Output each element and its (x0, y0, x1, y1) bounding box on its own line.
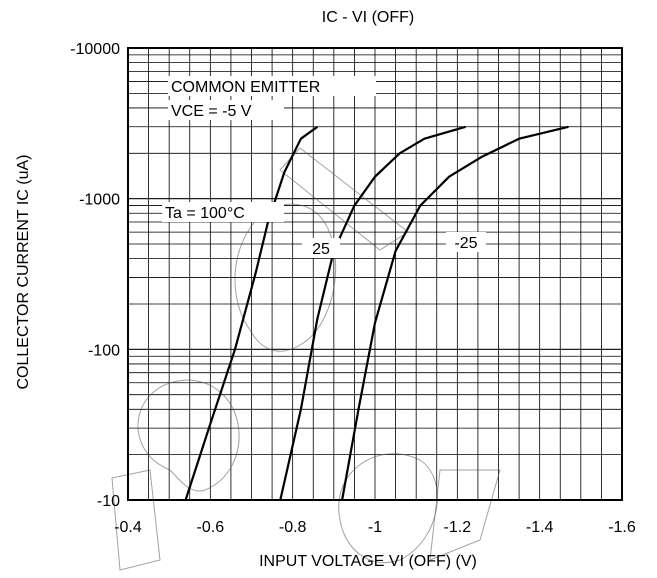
x-tick-label: -1.6 (608, 519, 636, 536)
x-tick-label: -1 (368, 519, 382, 536)
series-label-25: 25 (312, 241, 330, 258)
annotation-vce: VCE = -5 V (171, 103, 252, 120)
annotation-vce-bg (168, 100, 284, 120)
y-tick-label: -10 (97, 493, 120, 510)
x-tick-label: -1.2 (444, 519, 472, 536)
series-line-0 (184, 125, 319, 501)
series-layer (184, 125, 569, 501)
tick-labels: -0.4 -0.6 -0.8 -1 -1.2 -1.4 -1.6 -10 -100 -1000 -1… (70, 41, 636, 536)
y-tick-label: -10000 (70, 41, 120, 58)
x-tick-label: -0.8 (279, 519, 307, 536)
y-tick-label: -1000 (79, 192, 120, 209)
y-axis-label: COLLECTOR CURRENT IC (uA) (15, 155, 32, 390)
x-tick-label: -0.4 (114, 519, 142, 536)
watermark-shape (137, 379, 240, 492)
watermark-shape (279, 147, 409, 251)
series-label-m25-bg (446, 232, 486, 252)
series-label-m25: -25 (454, 235, 477, 252)
plot-frame (127, 47, 623, 501)
series-label-ta100: Ta = 100°C (165, 205, 245, 222)
y-tick-label: -100 (88, 342, 120, 359)
x-tick-label: -0.6 (197, 519, 225, 536)
annotations: COMMON EMITTER VCE = -5 V Ta = 100°C 25 -25 (162, 76, 486, 258)
series-label-25-bg (302, 238, 340, 258)
series-line-1 (279, 125, 466, 501)
watermark (111, 147, 501, 571)
annotation-common-emitter: COMMON EMITTER (171, 79, 320, 96)
grid (128, 48, 622, 500)
watermark-shape (234, 203, 337, 352)
series-label-ta100-bg (162, 202, 284, 222)
watermark-shape (429, 469, 501, 561)
x-tick-label: -1.4 (526, 519, 554, 536)
watermark-shape (111, 469, 161, 571)
annotation-common-emitter-bg (168, 76, 376, 96)
x-axis-label: INPUT VOLTAGE VI (OFF) (V) (259, 553, 477, 570)
watermark-shape (338, 453, 438, 564)
series-line-2 (341, 125, 569, 501)
chart-title: IC - VI (OFF) (322, 9, 414, 26)
